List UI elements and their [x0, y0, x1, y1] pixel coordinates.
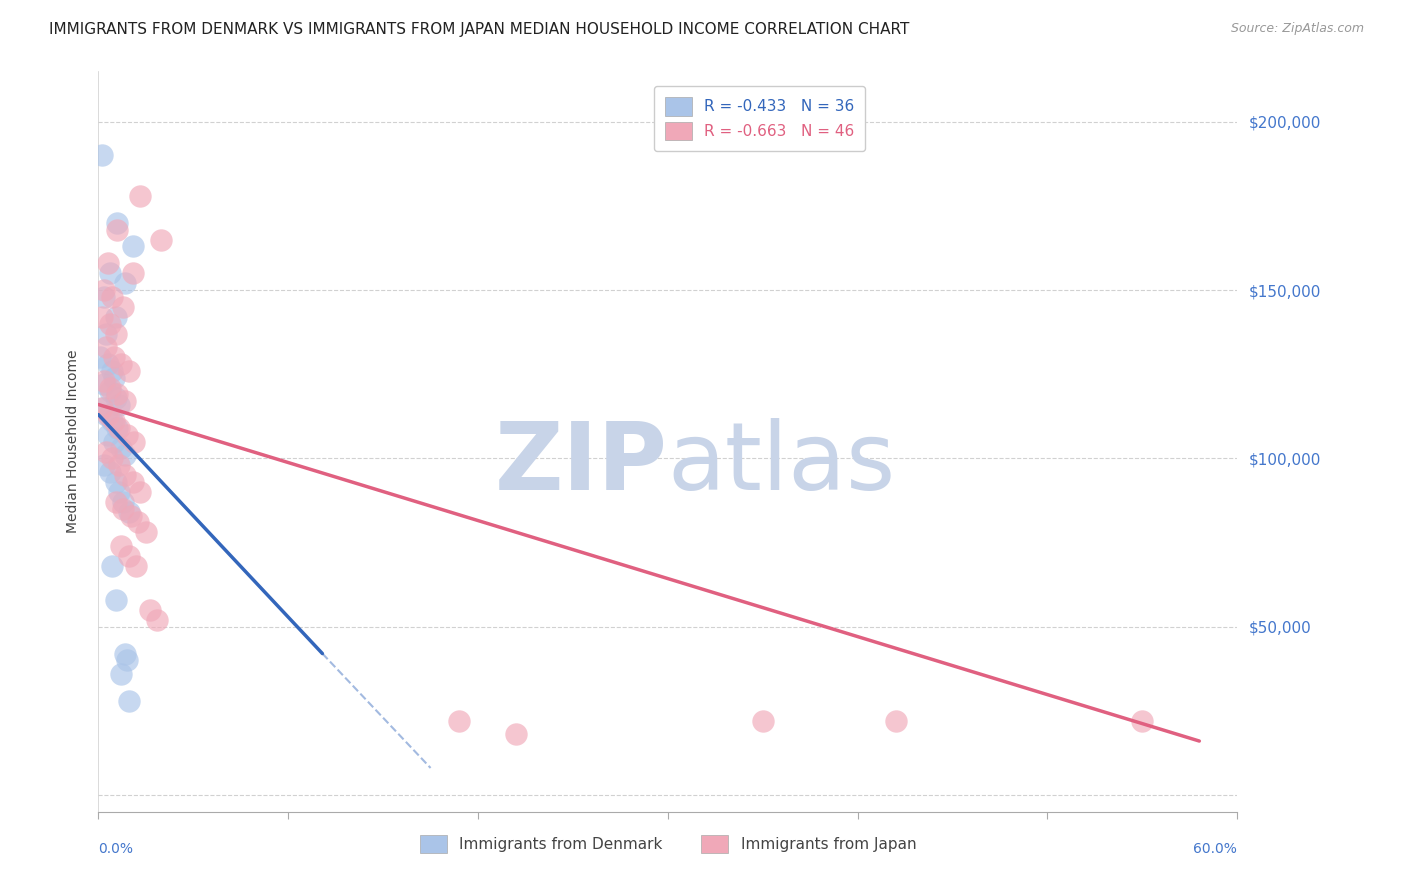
Y-axis label: Median Household Income: Median Household Income [66, 350, 80, 533]
Point [127, 516, 149, 530]
Point [104, 326, 127, 341]
Point [112, 300, 135, 314]
Point [108, 398, 131, 412]
Point [118, 505, 141, 519]
Point [93, 377, 115, 392]
Point [104, 495, 127, 509]
Point [100, 364, 122, 378]
Point [108, 458, 131, 472]
Text: 60.0%: 60.0% [1194, 842, 1237, 856]
Point [114, 468, 136, 483]
Point [884, 714, 907, 728]
Point [110, 666, 132, 681]
Point [114, 394, 136, 409]
Point [112, 495, 135, 509]
Point [100, 559, 122, 574]
Point [98, 465, 121, 479]
Point [115, 653, 138, 667]
Text: ZIP: ZIP [495, 417, 668, 509]
Point [110, 442, 132, 456]
Point [112, 501, 135, 516]
Point [100, 414, 122, 428]
Point [100, 290, 122, 304]
Point [449, 714, 471, 728]
Point [89, 351, 111, 365]
Point [118, 694, 141, 708]
Point [104, 592, 127, 607]
Text: 0.0%: 0.0% [98, 842, 134, 856]
Point [118, 549, 141, 563]
Point [103, 414, 125, 428]
Point [93, 290, 115, 304]
Point [108, 485, 131, 500]
Point [125, 559, 148, 574]
Point [115, 427, 138, 442]
Point [104, 391, 127, 405]
Legend: Immigrants from Denmark, Immigrants from Japan: Immigrants from Denmark, Immigrants from… [413, 829, 922, 860]
Point [138, 603, 160, 617]
Point [100, 451, 122, 466]
Text: Source: ZipAtlas.com: Source: ZipAtlas.com [1230, 22, 1364, 36]
Point [121, 266, 143, 280]
Point [107, 216, 129, 230]
Point [98, 317, 121, 331]
Point [150, 233, 173, 247]
Point [121, 475, 143, 489]
Point [97, 256, 120, 270]
Point [104, 475, 127, 489]
Point [91, 310, 114, 324]
Point [107, 387, 129, 401]
Point [146, 613, 169, 627]
Point [124, 434, 146, 449]
Point [97, 408, 120, 422]
Point [108, 421, 131, 435]
Point [97, 427, 120, 442]
Point [114, 647, 136, 661]
Point [93, 458, 115, 472]
Point [93, 374, 115, 388]
Point [91, 401, 114, 415]
Point [98, 381, 121, 395]
Text: atlas: atlas [668, 417, 896, 509]
Point [97, 357, 120, 371]
Point [114, 277, 136, 291]
Point [98, 266, 121, 280]
Text: IMMIGRANTS FROM DENMARK VS IMMIGRANTS FROM JAPAN MEDIAN HOUSEHOLD INCOME CORRELA: IMMIGRANTS FROM DENMARK VS IMMIGRANTS FR… [49, 22, 910, 37]
Point [120, 508, 142, 523]
Point [104, 310, 127, 324]
Point [94, 326, 117, 341]
Point [98, 384, 121, 398]
Point [94, 444, 117, 458]
Point [752, 714, 775, 728]
Point [107, 222, 129, 236]
Point [107, 421, 129, 435]
Point [135, 525, 157, 540]
Point [129, 189, 152, 203]
Point [505, 727, 527, 741]
Point [103, 370, 125, 384]
Point [91, 148, 114, 162]
Point [103, 434, 125, 449]
Point [91, 401, 114, 415]
Point [121, 239, 143, 253]
Point [94, 408, 117, 422]
Point [129, 485, 152, 500]
Point [93, 283, 115, 297]
Point [94, 340, 117, 354]
Point [118, 364, 141, 378]
Point [110, 539, 132, 553]
Point [110, 357, 132, 371]
Point [1132, 714, 1154, 728]
Point [114, 448, 136, 462]
Point [103, 351, 125, 365]
